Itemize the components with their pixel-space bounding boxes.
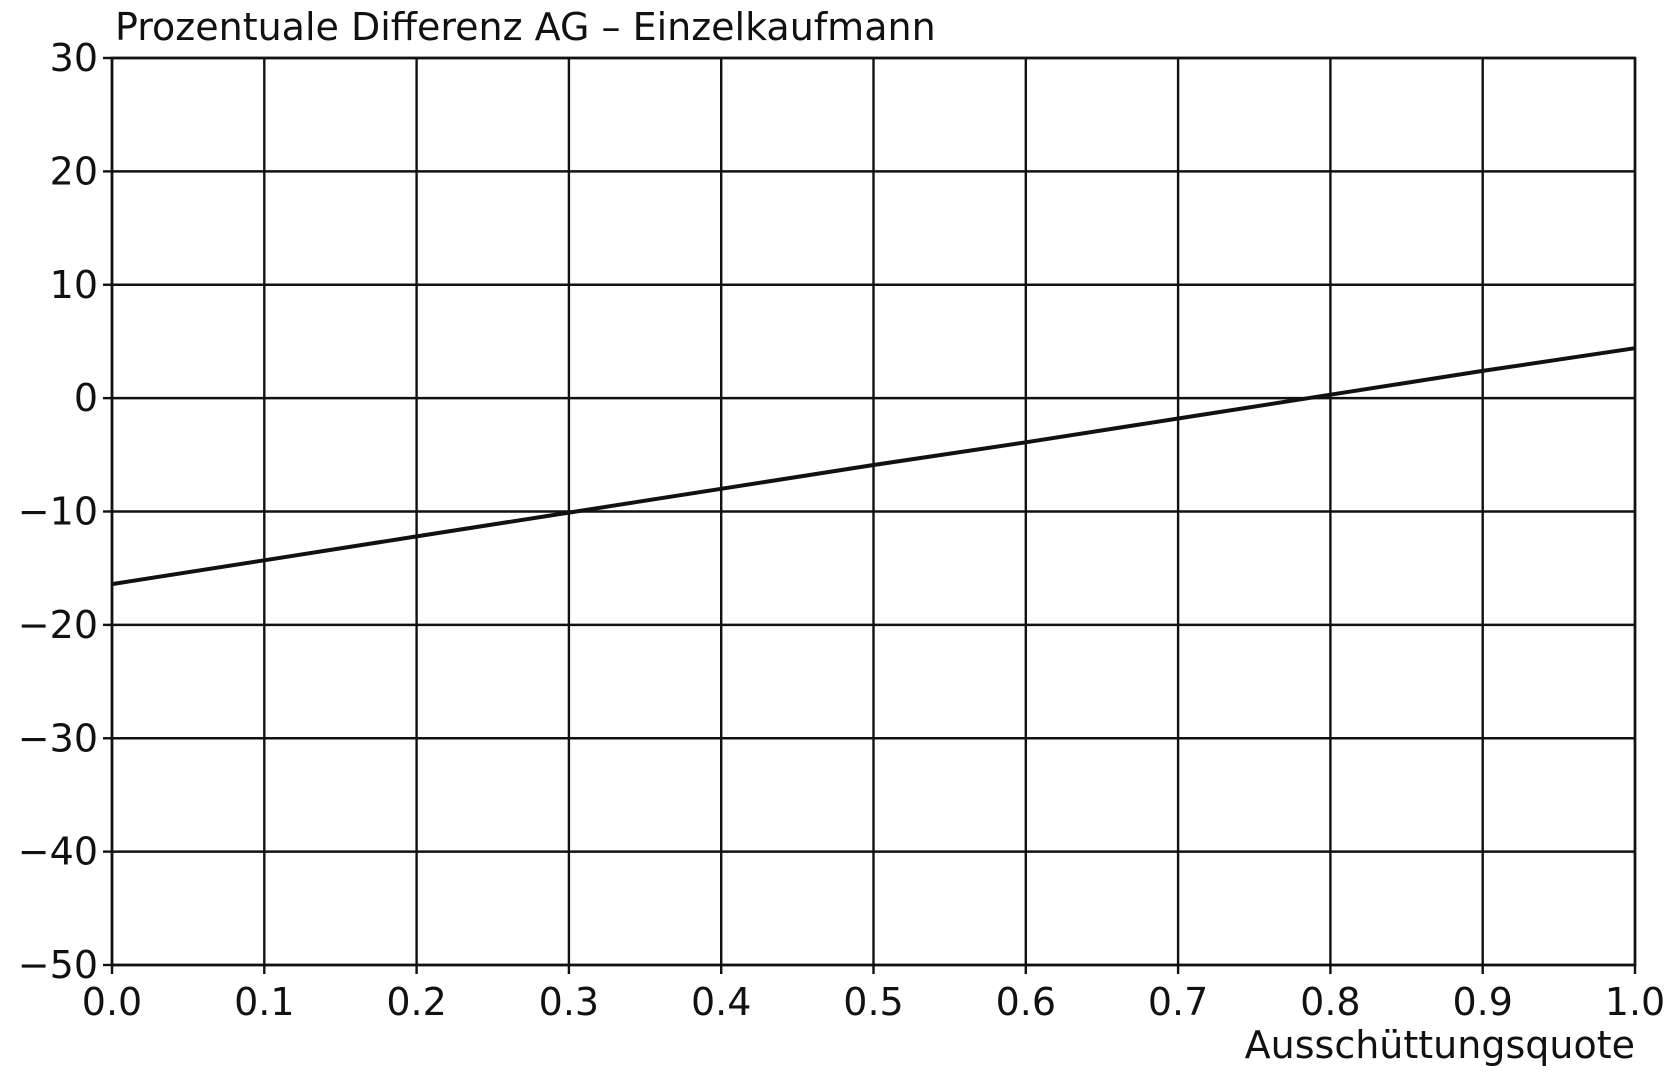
- x-tick-label: 0.3: [539, 980, 599, 1024]
- series-layer: [111, 346, 1636, 587]
- x-tick-label: 0.5: [843, 980, 903, 1024]
- y-tick-label: 20: [50, 149, 98, 193]
- y-tick-label: 0: [74, 376, 98, 420]
- x-tick-label: 0.8: [1300, 980, 1360, 1024]
- y-tick-label: −10: [18, 490, 98, 534]
- x-tick-label: 0.7: [1148, 980, 1208, 1024]
- y-tick-label: 30: [50, 36, 98, 80]
- x-tick-label: 0.9: [1452, 980, 1512, 1024]
- y-axis-ticks: 30 20 10 0 −10 −20 −30 −40 −50: [18, 36, 112, 987]
- y-tick-label: 10: [50, 263, 98, 307]
- x-tick-label: 0.0: [82, 980, 142, 1024]
- series-line: [111, 346, 1636, 587]
- y-tick-label: −40: [18, 830, 98, 874]
- x-tick-label: 0.2: [386, 980, 446, 1024]
- chart-title: Prozentuale Differenz AG – Einzelkaufman…: [115, 5, 936, 49]
- y-tick-label: −50: [18, 943, 98, 987]
- x-tick-label: 0.6: [996, 980, 1056, 1024]
- x-tick-label: 1.0: [1605, 980, 1665, 1024]
- x-tick-label: 0.4: [691, 980, 751, 1024]
- y-tick-label: −30: [18, 716, 98, 760]
- x-axis-title: Ausschüttungsquote: [1245, 1023, 1635, 1067]
- x-tick-label: 0.1: [234, 980, 294, 1024]
- x-axis-ticks: 0.0 0.1 0.2 0.3 0.4 0.5 0.6 0.7 0.8 0.9 1.0: [82, 965, 1665, 1024]
- grid-lines: [110, 56, 1637, 967]
- y-tick-label: −20: [18, 603, 98, 647]
